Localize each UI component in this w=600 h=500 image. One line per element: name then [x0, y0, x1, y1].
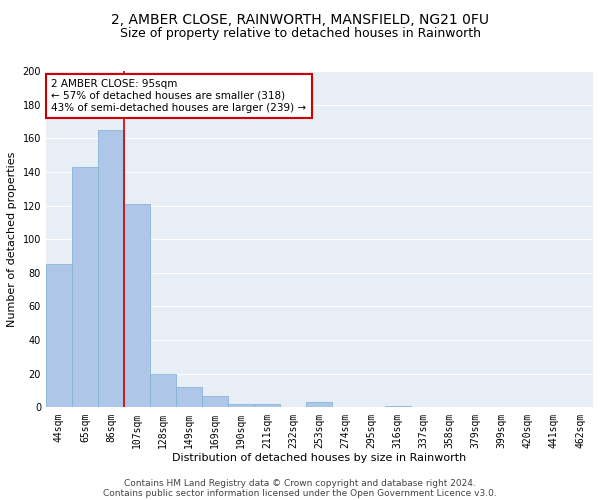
Bar — [202, 396, 228, 407]
Text: Size of property relative to detached houses in Rainworth: Size of property relative to detached ho… — [119, 28, 481, 40]
Text: 2 AMBER CLOSE: 95sqm
← 57% of detached houses are smaller (318)
43% of semi-deta: 2 AMBER CLOSE: 95sqm ← 57% of detached h… — [52, 80, 307, 112]
Bar — [124, 204, 150, 408]
Y-axis label: Number of detached properties: Number of detached properties — [7, 152, 17, 327]
Bar — [176, 387, 202, 407]
Text: Contains public sector information licensed under the Open Government Licence v3: Contains public sector information licen… — [103, 488, 497, 498]
X-axis label: Distribution of detached houses by size in Rainworth: Distribution of detached houses by size … — [172, 453, 467, 463]
Bar — [98, 130, 124, 407]
Bar — [228, 404, 254, 407]
Bar — [150, 374, 176, 408]
Bar — [307, 402, 332, 407]
Text: Contains HM Land Registry data © Crown copyright and database right 2024.: Contains HM Land Registry data © Crown c… — [124, 478, 476, 488]
Text: 2, AMBER CLOSE, RAINWORTH, MANSFIELD, NG21 0FU: 2, AMBER CLOSE, RAINWORTH, MANSFIELD, NG… — [111, 12, 489, 26]
Bar — [385, 406, 410, 407]
Bar — [254, 404, 280, 407]
Bar — [72, 167, 98, 408]
Bar — [46, 264, 72, 408]
